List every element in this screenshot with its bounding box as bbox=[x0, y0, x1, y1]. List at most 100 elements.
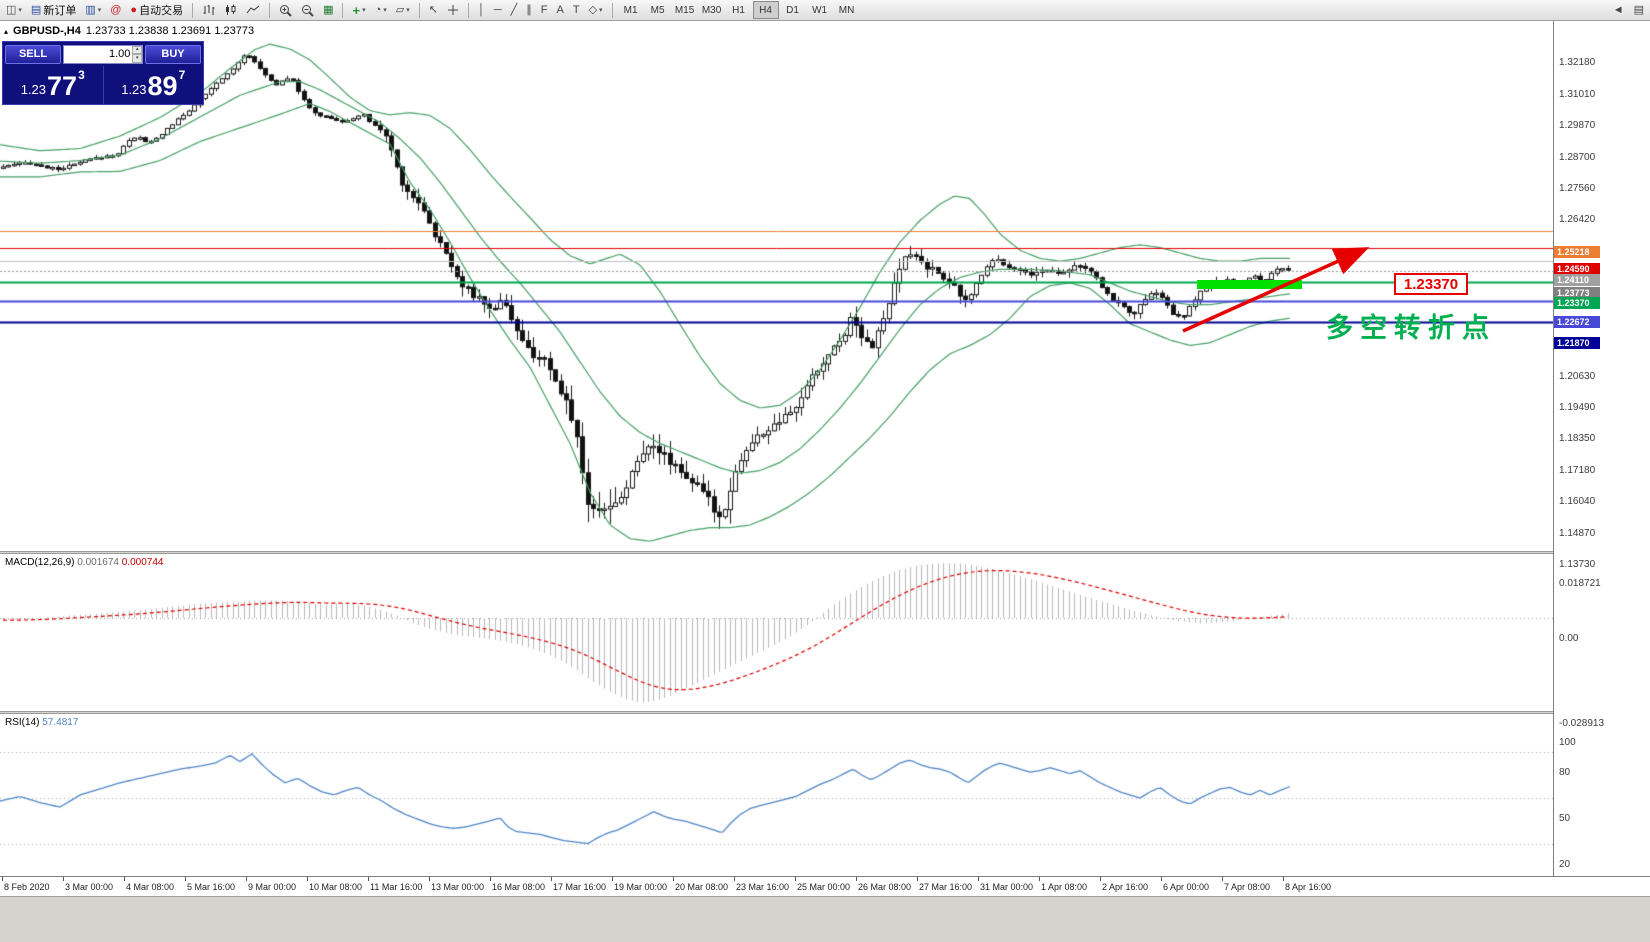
price-scale[interactable]: 1.32180 1.31010 1.29870 1.28700 1.27560 1.264… bbox=[1553, 21, 1650, 876]
macd-name: MACD(12,26,9) bbox=[5, 557, 75, 568]
new-chart-button[interactable]: ◫ ▾ bbox=[2, 1, 26, 19]
template-icon: ▱ bbox=[395, 3, 405, 16]
panel-divider[interactable] bbox=[0, 711, 1650, 714]
one-click-collapse-icon[interactable]: ▴ bbox=[4, 26, 9, 36]
price-level-tag: 1.24590 bbox=[1554, 263, 1600, 276]
time-axis-label: 4 Mar 08:00 bbox=[126, 882, 175, 892]
new-order-button[interactable]: ▤ 新订单 bbox=[27, 1, 80, 19]
timeframe-button-m15[interactable]: M15 bbox=[672, 1, 698, 19]
panel-divider[interactable] bbox=[0, 551, 1650, 554]
time-axis-label: 8 Apr 16:00 bbox=[1285, 882, 1332, 892]
volume-up-button[interactable]: ▴ bbox=[132, 45, 142, 54]
time-axis-tick bbox=[1161, 877, 1162, 881]
price-chart-canvas[interactable] bbox=[0, 21, 1553, 550]
crosshair-button[interactable] bbox=[443, 1, 463, 19]
time-axis-label: 17 Mar 16:00 bbox=[553, 882, 607, 892]
time-axis-label: 1 Apr 08:00 bbox=[1041, 882, 1088, 892]
macd-indicator-label: MACD(12,26,9) 0.001674 0.000744 bbox=[5, 557, 163, 568]
time-axis-label: 11 Mar 16:00 bbox=[370, 882, 423, 892]
price-level-tag: 1.21870 bbox=[1554, 337, 1600, 350]
price-level-tag: 1.23773 bbox=[1554, 286, 1600, 299]
rsi-panel-canvas[interactable] bbox=[0, 714, 1553, 876]
toolbar-collapse-button[interactable]: ◄ bbox=[1609, 1, 1628, 19]
candlestick-chart-button[interactable] bbox=[220, 1, 241, 19]
zoom-out-button[interactable] bbox=[297, 1, 318, 19]
candlestick-chart-icon bbox=[226, 4, 236, 15]
chevron-down-icon: ▾ bbox=[599, 7, 603, 14]
time-axis-tick bbox=[2, 877, 3, 881]
zoom-out-icon bbox=[302, 4, 314, 17]
text-tool-button[interactable]: A bbox=[553, 1, 568, 19]
auto-trading-icon: ● bbox=[130, 3, 138, 16]
cursor-button[interactable]: ↖ bbox=[425, 1, 442, 19]
time-axis-tick bbox=[795, 877, 796, 881]
toolbar-separator bbox=[342, 2, 344, 18]
indicators-button[interactable]: + ▾ bbox=[348, 1, 369, 19]
toolbar: ◫ ▾ ▤ 新订单 ▥ ▾ @ ● 自动交易 bbox=[0, 0, 1650, 21]
buy-price-display[interactable]: 1.23 89 7 bbox=[104, 66, 204, 104]
timeframe-button-m30[interactable]: M30 bbox=[699, 1, 725, 19]
time-scale[interactable]: 8 Feb 2020 3 Mar 00:00 4 Mar 08:00 5 Mar 16… bbox=[0, 876, 1650, 896]
profiles-button[interactable]: ▥ ▾ bbox=[81, 1, 105, 19]
timeframe-button-d1[interactable]: D1 bbox=[780, 1, 806, 19]
templates-button[interactable]: ▱ ▾ bbox=[392, 1, 414, 19]
timeframe-button-w1[interactable]: W1 bbox=[807, 1, 833, 19]
price-tick-label: 1.20630 bbox=[1559, 371, 1596, 383]
timeframe-button-h4[interactable]: H4 bbox=[752, 1, 779, 19]
sell-button[interactable]: SELL bbox=[5, 44, 61, 64]
toolbar-right-group: ◄ ▤ bbox=[1609, 1, 1648, 19]
volume-stepper: ▴ ▾ bbox=[63, 44, 143, 64]
vertical-line-icon: │ bbox=[477, 3, 485, 16]
price-tick-label: 1.18350 bbox=[1559, 433, 1596, 445]
price-level-tag: 1.24110 bbox=[1554, 274, 1600, 287]
periods-button[interactable]: ◔ ▾ bbox=[371, 1, 391, 19]
volume-down-button[interactable]: ▾ bbox=[132, 54, 142, 63]
price-tick-label: 1.16040 bbox=[1559, 495, 1596, 507]
clock-icon: ◔ bbox=[374, 3, 382, 16]
channel-button[interactable]: ∥ bbox=[522, 1, 536, 19]
fibonacci-button[interactable]: F bbox=[537, 1, 552, 19]
horizontal-line-button[interactable]: ─ bbox=[490, 1, 506, 19]
macd-panel-canvas[interactable] bbox=[0, 554, 1553, 711]
time-axis-tick bbox=[124, 877, 125, 881]
timeframe-button-h1[interactable]: H1 bbox=[726, 1, 752, 19]
sell-price-display[interactable]: 1.23 77 3 bbox=[3, 66, 104, 104]
crosshair-icon bbox=[447, 5, 458, 15]
chevron-down-icon: ▾ bbox=[383, 7, 387, 14]
volume-input[interactable] bbox=[64, 45, 133, 63]
bar-chart-button[interactable] bbox=[198, 1, 219, 19]
alerts-button[interactable]: @ bbox=[106, 1, 125, 19]
chevron-down-icon: ▾ bbox=[97, 7, 102, 14]
buy-button[interactable]: BUY bbox=[145, 44, 201, 64]
shapes-button[interactable]: ◇ ▾ bbox=[585, 1, 607, 19]
time-axis-label: 27 Mar 16:00 bbox=[919, 882, 973, 892]
price-annotation-box[interactable]: 1.23370 bbox=[1394, 273, 1468, 295]
toolbar-separator bbox=[192, 2, 194, 18]
line-chart-icon bbox=[246, 5, 260, 14]
macd-value-main: 0.001674 bbox=[77, 557, 119, 568]
toolbar-menu-button[interactable]: ▤ bbox=[1630, 1, 1648, 19]
timeframe-button-m1[interactable]: M1 bbox=[618, 1, 644, 19]
trendline-button[interactable]: ╱ bbox=[507, 1, 522, 19]
timeframe-button-m5[interactable]: M5 bbox=[645, 1, 671, 19]
green-highlight-bar[interactable] bbox=[1197, 280, 1302, 289]
price-level-tag: 1.25218 bbox=[1554, 246, 1600, 259]
label-tool-button[interactable]: T bbox=[569, 1, 584, 19]
price-tick-label: 1.14870 bbox=[1559, 527, 1596, 539]
time-axis-label: 3 Mar 00:00 bbox=[65, 882, 114, 892]
fibonacci-icon: F bbox=[540, 3, 548, 16]
macd-axis-label: 0.00 bbox=[1559, 633, 1579, 644]
timeframe-button-mn[interactable]: MN bbox=[834, 1, 860, 19]
grid-button[interactable]: ▦ bbox=[319, 1, 337, 19]
time-axis-tick bbox=[1283, 877, 1284, 881]
zoom-in-button[interactable] bbox=[275, 1, 296, 19]
new-order-icon: ▤ bbox=[30, 3, 42, 16]
price-tick-label: 1.19490 bbox=[1559, 402, 1596, 414]
chart-ohlc-values: 1.23733 1.23838 1.23691 1.23773 bbox=[85, 25, 255, 37]
vertical-line-button[interactable]: │ bbox=[474, 1, 489, 19]
line-chart-button[interactable] bbox=[242, 1, 264, 19]
turning-point-label[interactable]: 多空转折点 bbox=[1326, 313, 1496, 343]
auto-trading-button[interactable]: ● 自动交易 bbox=[126, 1, 187, 19]
time-axis-tick bbox=[856, 877, 857, 881]
